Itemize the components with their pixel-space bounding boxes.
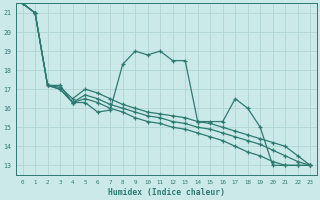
X-axis label: Humidex (Indice chaleur): Humidex (Indice chaleur) [108,188,225,197]
